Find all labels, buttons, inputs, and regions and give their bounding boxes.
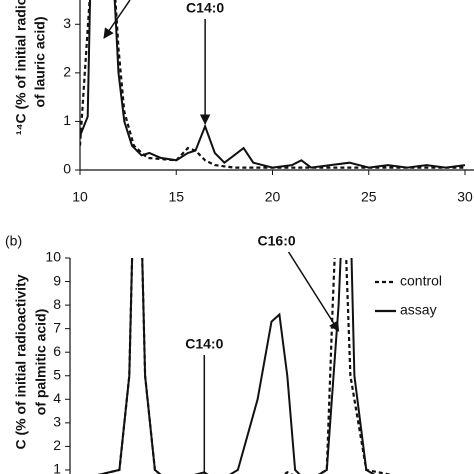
- x-tick-label: 30: [457, 189, 473, 205]
- y-tick-label: 10: [45, 249, 61, 265]
- y-tick-label: 3: [63, 15, 71, 31]
- y-axis-label: C (% of initial radioactivity: [13, 274, 29, 449]
- y-tick-label: 4: [53, 390, 61, 406]
- plot-area: [97, 258, 393, 474]
- y-axis-label: of palmitic acid): [33, 309, 49, 416]
- line-series: [80, 0, 466, 169]
- x-tick-label: 25: [361, 189, 377, 205]
- y-tick-label: 3: [53, 414, 61, 430]
- y-tick-label: 1: [53, 461, 61, 474]
- line-series: [97, 258, 376, 474]
- y-axis-label: of lauric acid): [32, 16, 48, 107]
- plot-area: [80, 0, 466, 169]
- y-tick-label: 2: [53, 437, 61, 453]
- x-tick-label: 10: [72, 189, 88, 205]
- y-tick-label: 2: [63, 64, 71, 80]
- y-tick-label: 0: [63, 161, 71, 177]
- y-tick-label: 6: [53, 343, 61, 359]
- y-axis-label: ¹⁴C (% of initial radioa: [13, 0, 29, 135]
- line-series: [80, 0, 465, 169]
- y-tick-label: 1: [63, 112, 71, 128]
- annotation-arrow: [287, 251, 340, 332]
- annotation: C14:0: [185, 336, 223, 352]
- y-tick-label: 9: [53, 272, 61, 288]
- x-tick-label: 15: [168, 189, 184, 205]
- y-tick-label: 5: [53, 366, 61, 382]
- y-tick-label: 7: [53, 319, 61, 335]
- annotation: C16:0: [258, 233, 296, 249]
- legend-label: control: [400, 273, 442, 289]
- y-tick-label: 8: [53, 296, 61, 312]
- annotation: C14:0: [186, 0, 224, 16]
- x-tick-label: 20: [265, 189, 281, 205]
- arrow: [103, 0, 131, 39]
- legend-label: assay: [400, 302, 437, 318]
- panel-label: (b): [5, 233, 22, 249]
